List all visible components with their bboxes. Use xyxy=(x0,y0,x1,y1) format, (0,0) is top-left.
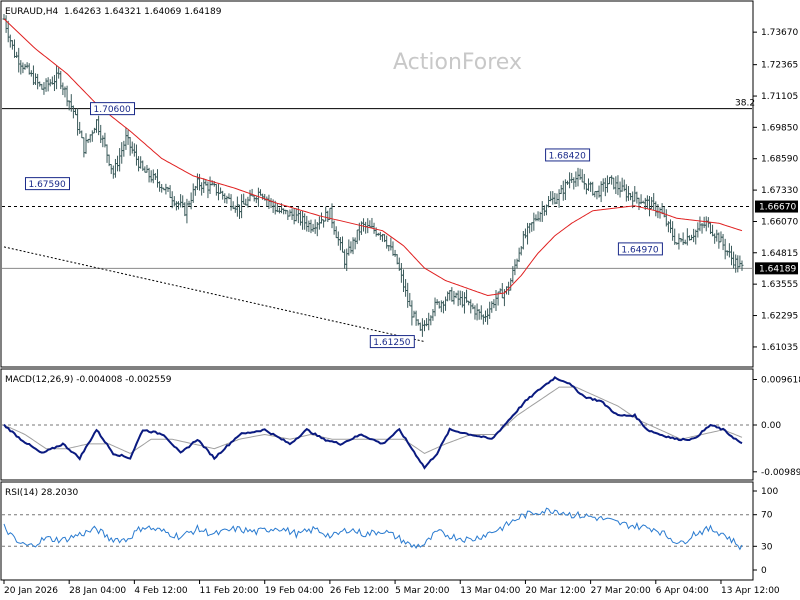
time-axis-label: 13 Mar 04:00 xyxy=(460,586,520,596)
price-axis-label: 1.63555 xyxy=(761,280,798,290)
level-annotation-label: 1.64970 xyxy=(621,245,658,255)
price-axis-label: 1.72365 xyxy=(761,61,798,71)
level-annotation: 1.70600 xyxy=(90,102,136,116)
macd-axis-label: -0.009892 xyxy=(761,468,800,478)
time-axis-label: 27 Mar 20:00 xyxy=(591,586,651,596)
time-axis-label: 20 Mar 12:00 xyxy=(525,586,585,596)
macd-axis-label: 0.009618 xyxy=(761,375,800,385)
level-annotation-label: 1.68420 xyxy=(549,151,586,161)
price-axis-label: 1.67330 xyxy=(761,186,798,196)
rsi-axis-label: 30 xyxy=(761,542,773,552)
time-axis-label: 13 Apr 12:00 xyxy=(721,586,780,596)
price-axis-label: 1.73670 xyxy=(761,28,798,38)
rsi-axis-label: 0 xyxy=(761,566,767,576)
price-header-ohlc: 1.64263 1.64321 1.64069 1.64189 xyxy=(64,7,222,17)
axes: 1.61035 1.62295 1.63555 1.64815 1.66070 1.673… xyxy=(3,28,800,596)
price-axis-label: 1.68590 xyxy=(761,155,798,165)
level-annotation: 1.67590 xyxy=(24,177,70,191)
level-annotation: 1.68420 xyxy=(545,148,591,162)
time-axis-label: 6 Apr 04:00 xyxy=(656,586,709,596)
price-axis-label: 1.69850 xyxy=(761,123,798,133)
price-marker-box xyxy=(755,262,798,275)
level-annotation-box xyxy=(545,148,591,162)
level-annotation-label: 1.70600 xyxy=(94,105,131,115)
macd-title: MACD(12,26,9) -0.004008 -0.002559 xyxy=(5,375,172,385)
rsi-axis-label: 100 xyxy=(761,487,778,497)
moving-average-line xyxy=(3,18,743,297)
level-annotation-box xyxy=(617,242,663,256)
time-axis-label: 28 Jan 04:00 xyxy=(69,586,126,596)
rsi-title: RSI(14) 28.2030 xyxy=(5,488,78,498)
level-annotation-label: 1.67590 xyxy=(28,180,65,190)
price-axis-label: 1.71105 xyxy=(761,92,798,102)
annotations: 1.70600 1.67590 1.61250 1.68420 1.64970 xyxy=(24,102,663,349)
ohlc-bar xyxy=(740,260,744,271)
time-axis-label: 26 Feb 12:00 xyxy=(330,586,389,596)
macd-axis-label: 0.00 xyxy=(761,421,781,431)
level-annotation-label: 1.61250 xyxy=(373,338,410,348)
level-annotation: 1.61250 xyxy=(369,335,415,349)
price-axis-label: 1.66070 xyxy=(761,217,798,227)
time-axis-label: 5 Mar 20:00 xyxy=(395,586,450,596)
price-axis-label: 1.61035 xyxy=(761,343,798,353)
price-marker-label: 1.66670 xyxy=(759,203,796,213)
rsi-series xyxy=(2,507,752,551)
price-axis-label: 1.64815 xyxy=(761,249,798,259)
time-axis-label: 19 Feb 04:00 xyxy=(265,586,324,596)
price-marker-box xyxy=(755,200,798,213)
level-annotation-box xyxy=(90,102,136,116)
time-axis-label: 20 Jan 2026 xyxy=(4,586,58,596)
time-axis-label: 4 Feb 12:00 xyxy=(134,586,188,596)
macd-series xyxy=(2,376,752,470)
rsi-axis-label: 70 xyxy=(761,511,773,521)
rsi-line xyxy=(3,507,743,551)
price-pane-frame xyxy=(0,0,754,368)
fib-level-label: 38.2 xyxy=(735,99,755,109)
rsi-pane-frame xyxy=(0,481,754,581)
time-axis-label: 11 Feb 20:00 xyxy=(200,586,259,596)
macd-line xyxy=(3,376,743,470)
level-annotation-box xyxy=(24,177,70,191)
level-annotation: 1.64970 xyxy=(617,242,663,256)
price-marker-label: 1.64189 xyxy=(759,264,796,274)
watermark: ActionForex xyxy=(393,50,522,75)
price-header-symbol: EURAUD,H4 xyxy=(5,7,58,17)
price-axis-label: 1.62295 xyxy=(761,312,798,322)
level-annotation-box xyxy=(369,335,415,349)
